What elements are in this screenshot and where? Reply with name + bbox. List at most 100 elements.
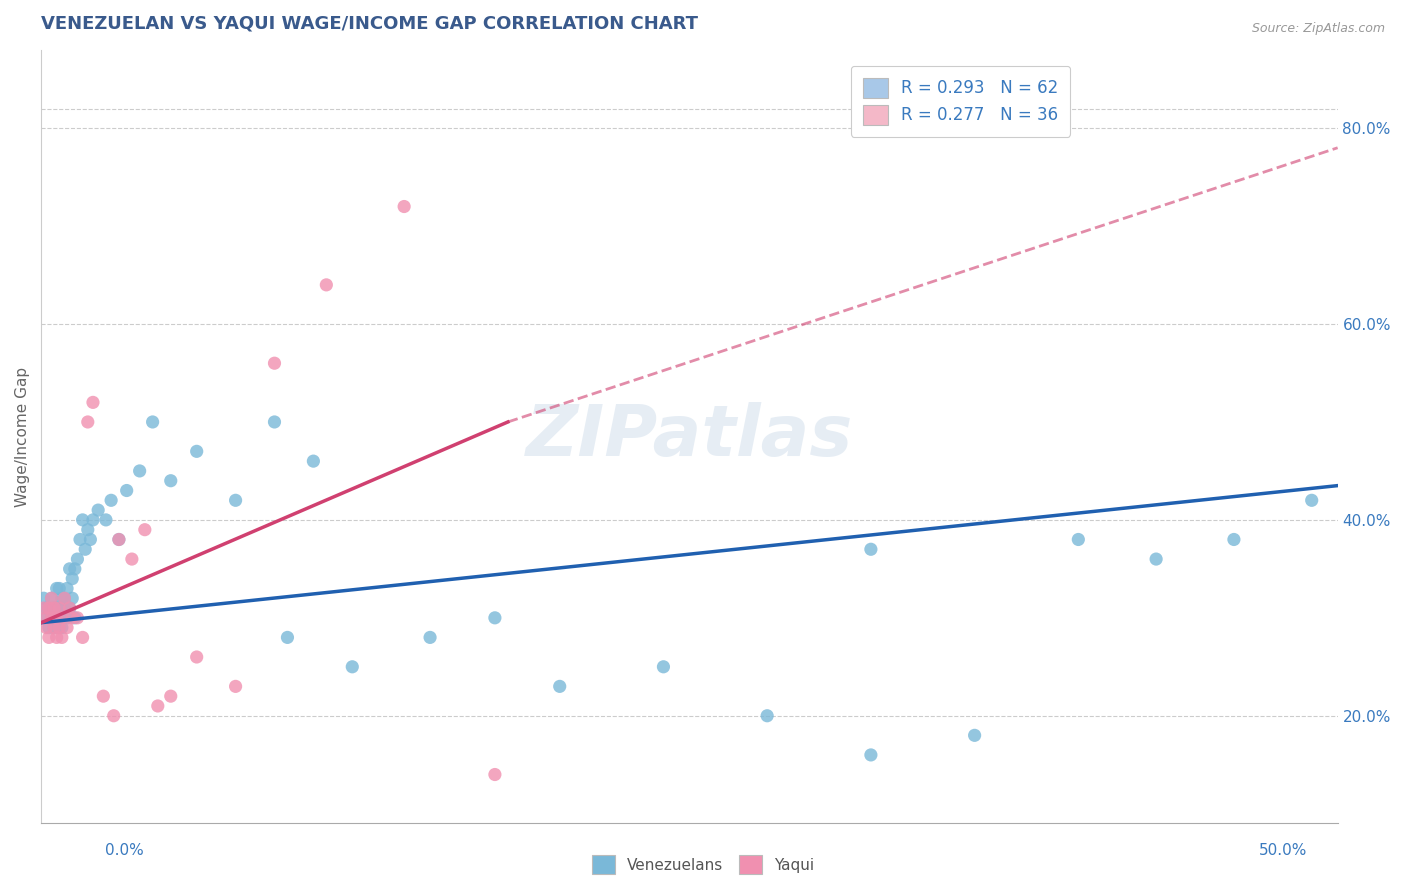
Point bbox=[76, 523, 98, 537]
Point bbox=[41, 611, 63, 625]
Point bbox=[35, 601, 58, 615]
Point bbox=[59, 562, 82, 576]
Point bbox=[42, 621, 65, 635]
Point bbox=[69, 533, 91, 547]
Point bbox=[48, 582, 70, 596]
Point bbox=[32, 601, 55, 615]
Point bbox=[1067, 533, 1090, 547]
Point bbox=[35, 621, 58, 635]
Point bbox=[159, 474, 181, 488]
Point bbox=[484, 767, 506, 781]
Point bbox=[82, 395, 104, 409]
Point bbox=[82, 513, 104, 527]
Y-axis label: Wage/Income Gap: Wage/Income Gap bbox=[15, 367, 30, 507]
Point bbox=[225, 679, 247, 693]
Point bbox=[756, 708, 779, 723]
Point bbox=[51, 621, 73, 635]
Point bbox=[263, 415, 285, 429]
Point bbox=[41, 611, 63, 625]
Point bbox=[93, 689, 115, 703]
Point bbox=[103, 708, 125, 723]
Point bbox=[128, 464, 150, 478]
Point bbox=[45, 601, 67, 615]
Point bbox=[548, 679, 571, 693]
Text: VENEZUELAN VS YAQUI WAGE/INCOME GAP CORRELATION CHART: VENEZUELAN VS YAQUI WAGE/INCOME GAP CORR… bbox=[41, 15, 699, 33]
Point bbox=[48, 621, 70, 635]
Point bbox=[121, 552, 143, 566]
Point bbox=[419, 631, 441, 645]
Text: ZIPatlas: ZIPatlas bbox=[526, 402, 853, 471]
Point bbox=[87, 503, 110, 517]
Point bbox=[72, 513, 94, 527]
Point bbox=[859, 747, 882, 762]
Point bbox=[76, 415, 98, 429]
Point bbox=[42, 601, 65, 615]
Point bbox=[38, 621, 60, 635]
Point bbox=[652, 660, 675, 674]
Point bbox=[60, 591, 83, 606]
Point bbox=[159, 689, 181, 703]
Point bbox=[45, 631, 67, 645]
Point bbox=[79, 533, 101, 547]
Point bbox=[75, 542, 97, 557]
Point bbox=[108, 533, 131, 547]
Point bbox=[48, 601, 70, 615]
Point bbox=[63, 562, 86, 576]
Point bbox=[51, 631, 73, 645]
Point bbox=[53, 591, 76, 606]
Text: 50.0%: 50.0% bbox=[1260, 843, 1308, 858]
Text: 0.0%: 0.0% bbox=[105, 843, 145, 858]
Point bbox=[1144, 552, 1167, 566]
Point bbox=[60, 611, 83, 625]
Point bbox=[100, 493, 122, 508]
Point bbox=[115, 483, 138, 498]
Point bbox=[1301, 493, 1323, 508]
Point bbox=[38, 631, 60, 645]
Point bbox=[48, 621, 70, 635]
Point bbox=[60, 572, 83, 586]
Point bbox=[225, 493, 247, 508]
Point bbox=[142, 415, 165, 429]
Point bbox=[56, 621, 79, 635]
Point bbox=[66, 552, 89, 566]
Point bbox=[32, 591, 55, 606]
Point bbox=[59, 601, 82, 615]
Point bbox=[108, 533, 131, 547]
Point bbox=[35, 611, 58, 625]
Point bbox=[56, 611, 79, 625]
Point bbox=[53, 591, 76, 606]
Point bbox=[186, 650, 208, 665]
Point bbox=[51, 611, 73, 625]
Point bbox=[63, 611, 86, 625]
Point bbox=[42, 611, 65, 625]
Point bbox=[41, 591, 63, 606]
Point bbox=[72, 631, 94, 645]
Point bbox=[41, 591, 63, 606]
Point bbox=[45, 582, 67, 596]
Point bbox=[38, 601, 60, 615]
Point bbox=[48, 601, 70, 615]
Point bbox=[53, 601, 76, 615]
Point bbox=[51, 611, 73, 625]
Text: Source: ZipAtlas.com: Source: ZipAtlas.com bbox=[1251, 22, 1385, 36]
Point bbox=[1223, 533, 1246, 547]
Point bbox=[42, 601, 65, 615]
Point bbox=[276, 631, 298, 645]
Point bbox=[56, 582, 79, 596]
Point bbox=[134, 523, 156, 537]
Point bbox=[342, 660, 364, 674]
Point bbox=[859, 542, 882, 557]
Legend: R = 0.293   N = 62, R = 0.277   N = 36: R = 0.293 N = 62, R = 0.277 N = 36 bbox=[851, 66, 1070, 136]
Point bbox=[186, 444, 208, 458]
Point bbox=[963, 728, 986, 742]
Point bbox=[392, 200, 415, 214]
Point bbox=[484, 611, 506, 625]
Point bbox=[45, 611, 67, 625]
Point bbox=[35, 611, 58, 625]
Point bbox=[94, 513, 117, 527]
Point bbox=[45, 611, 67, 625]
Point bbox=[51, 591, 73, 606]
Point bbox=[66, 611, 89, 625]
Point bbox=[315, 277, 337, 292]
Point bbox=[42, 621, 65, 635]
